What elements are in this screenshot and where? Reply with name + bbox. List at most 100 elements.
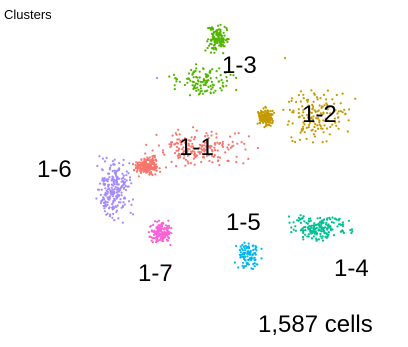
- cell-point-1-2: [316, 98, 319, 101]
- cell-point-1-4: [325, 232, 328, 236]
- cell-point-1-5: [260, 257, 263, 260]
- cell-point-1-5: [243, 241, 246, 244]
- cell-point-1-5: [244, 264, 248, 267]
- cell-point-1-5: [252, 262, 255, 266]
- cell-point-1-5: [253, 258, 256, 262]
- cell-point-1-3: [173, 84, 176, 87]
- cell-point-1-2: [264, 121, 267, 124]
- cell-point-1-4: [304, 226, 307, 229]
- cell-count-label: 1,587 cells: [258, 311, 373, 338]
- cell-point-1-7: [170, 226, 173, 230]
- cell-point-1-6: [112, 184, 115, 187]
- cell-point-1-2: [312, 115, 315, 118]
- cell-point-1-2: [313, 135, 317, 138]
- cell-point-1-3: [190, 68, 193, 72]
- cell-point-1-2: [270, 116, 273, 119]
- cell-point-1-6: [130, 182, 133, 185]
- cell-point-1-2: [288, 108, 291, 112]
- cell-point-1-1: [169, 145, 172, 148]
- cell-point-1-3: [214, 89, 217, 92]
- cell-point-1-4: [336, 225, 339, 228]
- cell-point-1-6: [119, 198, 122, 201]
- cell-point-1-5: [249, 249, 252, 252]
- cell-point-1-1: [221, 145, 225, 148]
- cell-point-1-4: [296, 219, 299, 222]
- cell-point-1-2: [262, 116, 265, 119]
- cell-point-1-7: [158, 234, 161, 237]
- cell-point-1-2: [317, 109, 320, 112]
- cell-point-1-2: [300, 129, 303, 132]
- cell-point-1-1: [213, 146, 216, 149]
- cell-point-1-5: [244, 249, 247, 252]
- cell-point-1-6: [119, 187, 122, 190]
- cell-point-1-6: [102, 182, 105, 186]
- cell-point-1-3: [204, 90, 207, 93]
- cell-point-1-2: [258, 119, 262, 122]
- cell-point-1-1: [205, 154, 209, 157]
- cell-point-1-6: [111, 175, 114, 178]
- cell-point-1-1: [184, 158, 187, 161]
- cell-point-1-1: [154, 165, 157, 168]
- cell-point-1-2: [334, 121, 337, 124]
- cluster-label-1-7: 1-7: [138, 260, 173, 287]
- cell-point-1-5: [245, 246, 248, 250]
- cell-point-1-5: [241, 243, 244, 246]
- cell-point-1-2: [328, 133, 331, 136]
- cell-point-1-1: [194, 154, 198, 157]
- cell-point-1-3: [235, 76, 238, 79]
- cell-point-1-2: [282, 108, 285, 111]
- cell-point-1-2: [339, 102, 342, 105]
- cell-point-1-2: [327, 119, 330, 122]
- cell-point-1-1: [168, 143, 171, 146]
- cell-point-1-6: [122, 174, 125, 177]
- cell-point-1-2: [297, 108, 300, 111]
- cell-point-1-2: [322, 119, 325, 122]
- cell-point-1-2: [310, 89, 313, 92]
- cell-point-1-6: [107, 207, 111, 210]
- cell-point-1-3: [192, 76, 195, 79]
- cell-point-1-2: [287, 100, 291, 103]
- cell-point-1-4: [327, 233, 330, 236]
- cell-point-1-2: [341, 111, 344, 114]
- cell-point-1-2: [259, 115, 262, 118]
- cell-point-1-6: [103, 207, 106, 210]
- cell-point-1-4: [332, 221, 335, 224]
- cell-point-1-1: [231, 140, 234, 143]
- cell-point-1-7: [152, 237, 156, 240]
- cell-point-1-5: [260, 247, 263, 250]
- cell-point-1-2: [321, 141, 324, 144]
- cell-point-1-4: [300, 228, 303, 231]
- cell-point-1-1: [206, 134, 209, 137]
- cell-point-1-2: [305, 114, 309, 117]
- cell-point-1-3: [204, 73, 207, 76]
- cell-point-1-1: [183, 141, 186, 144]
- cell-point-1-2: [316, 113, 319, 117]
- cell-point-1-1: [195, 129, 198, 132]
- cell-point-1-6: [111, 206, 114, 209]
- cell-point-1-3: [202, 67, 205, 70]
- cell-point-1-2: [328, 105, 331, 109]
- cell-point-1-3: [186, 81, 189, 84]
- cell-point-1-3: [217, 80, 220, 83]
- cell-point-1-2: [334, 109, 337, 112]
- cell-point-1-1: [199, 144, 202, 147]
- cell-point-1-6: [106, 196, 109, 199]
- cell-point-1-1: [193, 163, 196, 166]
- cell-point-1-2: [299, 90, 303, 93]
- cell-point-1-4: [325, 221, 328, 225]
- cell-point-1-6: [102, 204, 105, 208]
- cell-point-1-3: [223, 25, 226, 28]
- cell-point-1-4: [349, 228, 352, 232]
- cell-point-1-3: [178, 80, 181, 83]
- cell-point-1-2: [323, 124, 326, 127]
- cell-point-1-3: [191, 72, 194, 75]
- cell-point-1-6: [106, 190, 109, 193]
- cell-point-1-1: [191, 145, 195, 148]
- cell-point-1-4: [309, 230, 312, 233]
- cell-point-1-2: [319, 124, 322, 128]
- cell-point-1-2: [317, 127, 320, 130]
- cell-point-1-1: [203, 141, 206, 144]
- cell-point-1-2: [302, 97, 305, 100]
- cell-point-1-6: [108, 195, 111, 198]
- cell-point-1-7: [163, 227, 166, 230]
